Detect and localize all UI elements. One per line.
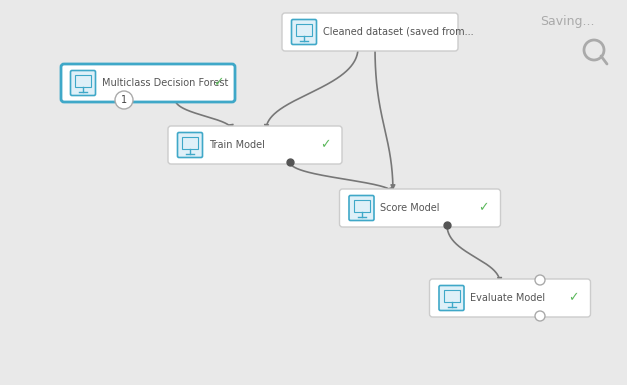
Text: 1: 1 [121, 95, 127, 105]
FancyBboxPatch shape [429, 279, 591, 317]
FancyBboxPatch shape [339, 189, 500, 227]
Circle shape [584, 40, 604, 60]
Text: Saving...: Saving... [540, 15, 595, 28]
FancyBboxPatch shape [292, 20, 317, 45]
FancyBboxPatch shape [70, 70, 95, 95]
Circle shape [115, 91, 133, 109]
Text: ✓: ✓ [213, 77, 223, 89]
Text: Evaluate Model: Evaluate Model [470, 293, 545, 303]
Circle shape [535, 311, 545, 321]
Text: Train Model: Train Model [209, 140, 265, 150]
FancyBboxPatch shape [282, 13, 458, 51]
FancyBboxPatch shape [75, 75, 91, 87]
Circle shape [535, 275, 545, 285]
FancyBboxPatch shape [168, 126, 342, 164]
Text: ✓: ✓ [320, 139, 330, 152]
FancyBboxPatch shape [296, 24, 312, 36]
Text: Score Model: Score Model [381, 203, 440, 213]
FancyBboxPatch shape [177, 132, 203, 157]
FancyBboxPatch shape [354, 200, 369, 212]
Text: ✓: ✓ [478, 201, 489, 214]
Text: Multiclass Decision Forest: Multiclass Decision Forest [102, 78, 228, 88]
Text: ✓: ✓ [568, 291, 579, 305]
FancyBboxPatch shape [439, 286, 464, 310]
FancyBboxPatch shape [349, 196, 374, 221]
FancyBboxPatch shape [443, 290, 460, 302]
Text: Cleaned dataset (saved from...: Cleaned dataset (saved from... [323, 27, 473, 37]
FancyBboxPatch shape [61, 64, 235, 102]
FancyBboxPatch shape [182, 137, 198, 149]
